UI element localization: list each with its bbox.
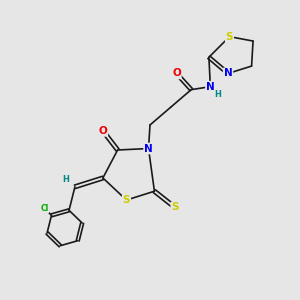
Text: S: S: [123, 195, 130, 205]
Text: O: O: [98, 126, 107, 136]
Text: N: N: [206, 82, 215, 92]
Text: N: N: [144, 143, 153, 154]
Text: S: S: [171, 202, 179, 212]
Text: N: N: [224, 68, 233, 78]
Text: O: O: [172, 68, 181, 78]
Text: H: H: [214, 90, 221, 99]
Text: H: H: [63, 175, 70, 184]
Text: S: S: [226, 32, 233, 42]
Text: Cl: Cl: [40, 204, 48, 213]
